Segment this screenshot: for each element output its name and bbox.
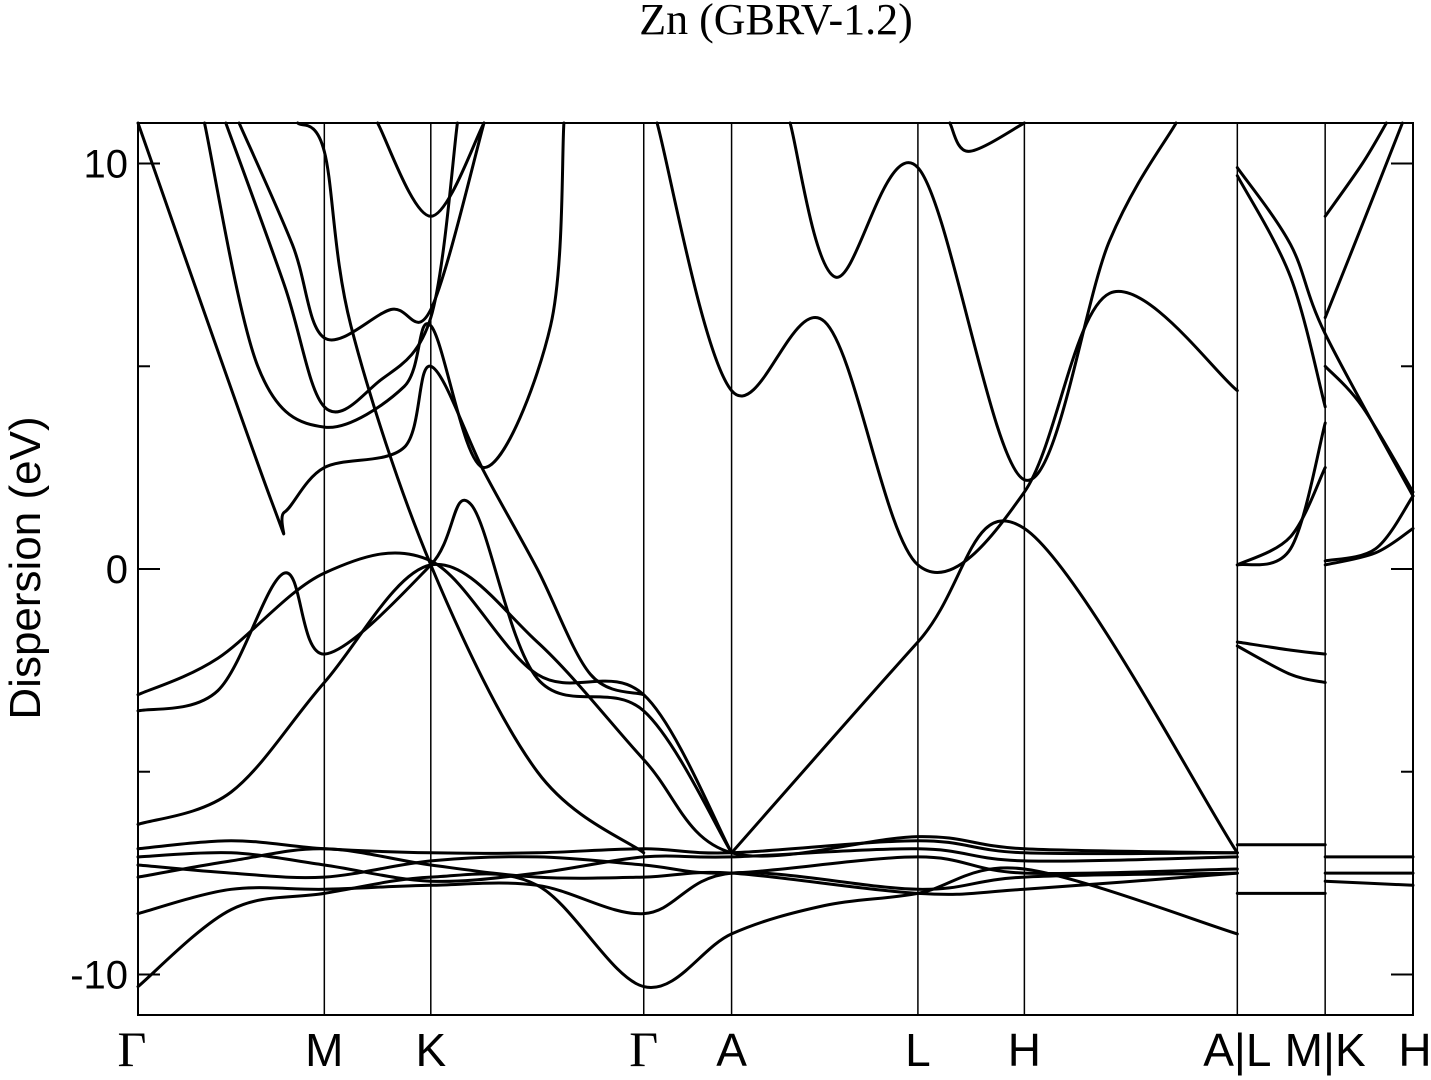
band-line <box>1235 421 1327 567</box>
band-line <box>1323 494 1415 563</box>
band-line <box>788 121 1178 482</box>
band-line <box>948 121 1026 153</box>
kpoint-label: A|L <box>1203 1024 1271 1076</box>
y-tick-label: 10 <box>84 143 129 187</box>
band-line <box>1323 879 1415 887</box>
k-point-labels: Γ M K Γ A L H A|L M|K H <box>118 1021 1431 1077</box>
kpoint-label: A <box>716 1024 747 1076</box>
band-line <box>1323 527 1415 567</box>
y-ticks: 10 0 -10 <box>70 143 1413 997</box>
high-symmetry-lines <box>323 123 1326 1015</box>
kpoint-label: Γ <box>629 1021 658 1077</box>
band-line <box>136 855 1239 880</box>
plot-frame <box>137 122 1414 1016</box>
band-line <box>1235 466 1327 567</box>
band-line <box>224 121 459 414</box>
band-line <box>136 551 734 855</box>
kpoint-label: L <box>905 1024 931 1076</box>
y-tick-label: -10 <box>70 953 128 997</box>
band-line <box>730 519 1239 855</box>
band-line <box>1323 121 1404 320</box>
band-line <box>1235 644 1327 684</box>
kpoint-label: K <box>415 1024 446 1076</box>
y-tick-label: 0 <box>106 548 128 592</box>
band-line <box>136 866 1239 989</box>
band-line <box>237 121 486 342</box>
band-line <box>136 847 1239 896</box>
kpoint-label: H <box>1008 1024 1041 1076</box>
band-line <box>136 562 1239 858</box>
band-line <box>1235 640 1327 656</box>
kpoint-label: M <box>305 1024 343 1076</box>
band-line <box>136 847 1239 883</box>
band-line <box>1235 174 1327 409</box>
band-line <box>296 121 646 855</box>
band-lines <box>136 121 1415 989</box>
kpoint-label: M|K <box>1285 1024 1366 1076</box>
band-line <box>136 121 646 697</box>
kpoint-label: H <box>1398 1024 1431 1076</box>
band-line <box>1323 121 1388 218</box>
band-line <box>203 121 566 470</box>
chart-title: Zn (GBRV-1.2) <box>639 0 913 44</box>
band-line <box>136 839 1239 856</box>
band-line <box>376 121 486 218</box>
band-line <box>136 871 1239 916</box>
band-line <box>655 121 1239 574</box>
y-axis-label: Dispersion (eV) <box>1 416 50 719</box>
kpoint-label: Γ <box>118 1021 147 1077</box>
band-line <box>1323 364 1415 494</box>
band-line <box>136 498 734 855</box>
